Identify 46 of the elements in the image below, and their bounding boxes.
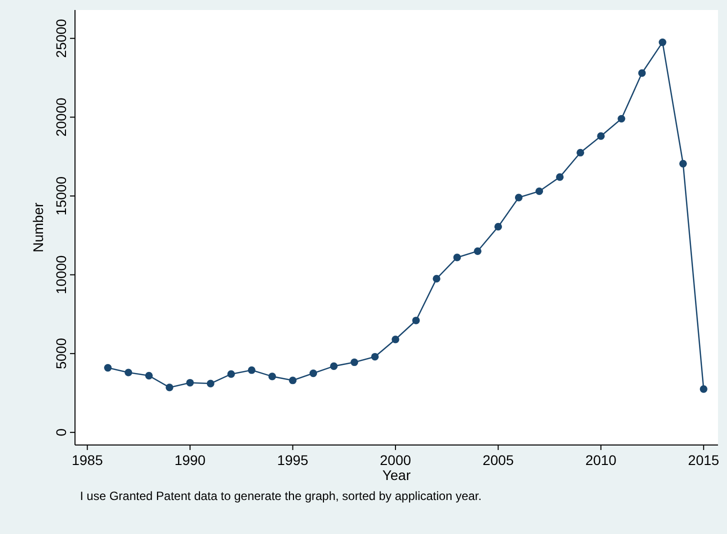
point — [556, 173, 564, 181]
y-tick-label: 0 — [53, 428, 69, 436]
text: I use Granted Patent data to generate the graph, sorted by application year. — [80, 489, 482, 503]
point — [166, 384, 174, 392]
x-axis-title: Year — [382, 467, 411, 483]
point — [206, 380, 214, 388]
point — [330, 362, 338, 370]
point — [186, 378, 194, 387]
point — [412, 316, 420, 324]
x-tick-label: 2010 — [585, 452, 617, 468]
point — [474, 247, 482, 255]
y-tick-label: 5000 — [53, 338, 69, 370]
point — [576, 148, 584, 156]
point — [535, 187, 544, 196]
point — [310, 369, 318, 378]
point — [597, 132, 605, 140]
y-axis-title: Number — [30, 202, 46, 252]
point — [658, 38, 666, 46]
x-tick-label: 1995 — [277, 452, 309, 468]
x-tick-label: 1990 — [174, 452, 206, 468]
point — [145, 372, 153, 380]
point — [124, 368, 132, 376]
x-tick-label: 2015 — [688, 452, 720, 468]
x-tick-label: 2005 — [482, 452, 514, 468]
point — [248, 366, 256, 374]
point — [432, 274, 440, 283]
x-tick-label: 1985 — [72, 452, 104, 468]
point — [514, 194, 523, 202]
y-tick-label: 25000 — [53, 18, 69, 58]
point — [371, 352, 379, 361]
y-tick-label: 15000 — [53, 176, 69, 216]
point — [268, 372, 276, 380]
point — [679, 160, 687, 168]
point — [350, 358, 358, 366]
point — [700, 385, 708, 393]
point — [288, 376, 297, 384]
point — [494, 222, 502, 231]
point — [227, 370, 235, 378]
point — [104, 364, 112, 372]
point — [392, 336, 400, 344]
point — [453, 254, 461, 262]
x-tick-label: 2000 — [380, 452, 412, 468]
y-tick-label: 20000 — [53, 98, 69, 137]
y-tick-label: 10000 — [53, 255, 69, 294]
point — [638, 69, 646, 77]
point — [618, 114, 626, 123]
